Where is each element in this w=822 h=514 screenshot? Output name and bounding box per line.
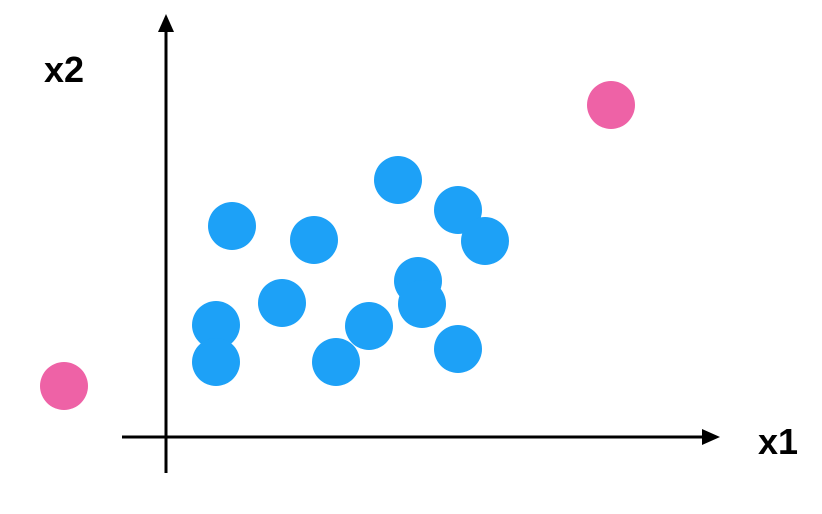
inlier-point: [312, 338, 360, 386]
y-axis-label: x2: [44, 49, 84, 90]
inlier-point: [398, 280, 446, 328]
inlier-point: [374, 156, 422, 204]
outlier-points: [40, 81, 635, 410]
inlier-point: [434, 186, 482, 234]
inlier-point: [434, 325, 482, 373]
outlier-point: [40, 362, 88, 410]
outlier-point: [587, 81, 635, 129]
x-axis-arrowhead: [702, 429, 720, 445]
inlier-point: [192, 338, 240, 386]
inlier-point: [192, 301, 240, 349]
inlier-point: [208, 202, 256, 250]
inlier-point: [345, 302, 393, 350]
x-axis-label: x1: [758, 421, 798, 462]
y-axis-arrowhead: [158, 14, 174, 32]
inlier-points: [192, 156, 509, 386]
inlier-point: [461, 217, 509, 265]
axes: [122, 14, 720, 473]
inlier-point: [258, 279, 306, 327]
inlier-point: [290, 216, 338, 264]
